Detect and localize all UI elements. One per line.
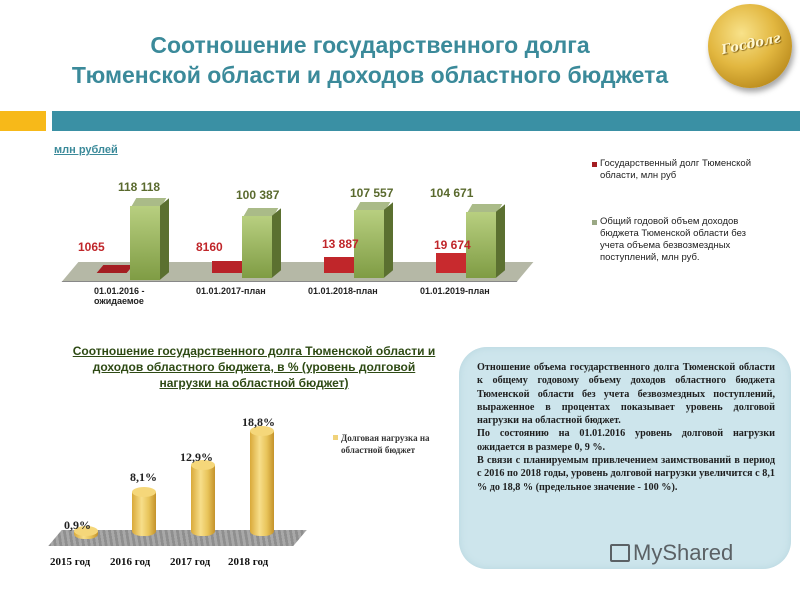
category-2018: 01.01.2018-план	[308, 286, 378, 296]
header-accent-orange	[0, 111, 46, 131]
explanation-box: Отношение объема государственного долга …	[459, 347, 791, 569]
category-2016-year: 2016 год	[110, 556, 151, 568]
category-2017-year: 2017 год	[170, 556, 211, 568]
category-2016: 01.01.2016 - ожидаемое	[94, 286, 145, 306]
cylinder-2015	[74, 526, 98, 539]
chart2-legend: Долговая нагрузка на областной бюджет	[333, 432, 443, 456]
debt-value-2016: 1065	[78, 240, 105, 254]
category-2019: 01.01.2019-план	[420, 286, 490, 296]
debt-income-chart: 1065 118 118 8160 100 387 13 887 107 557…	[60, 160, 534, 310]
category-2017: 01.01.2017-план	[196, 286, 266, 296]
cylinder-2018	[250, 426, 274, 536]
income-value-2017: 100 387	[236, 188, 280, 202]
myshared-logo-icon	[610, 544, 630, 562]
cylinder-2016	[132, 487, 156, 536]
pct-2016: 8,1%	[130, 470, 157, 484]
income-value-2018: 107 557	[350, 186, 394, 200]
legend-item-debt: Государственный долг Тюменской области, …	[592, 158, 772, 182]
pct-2017: 12,9%	[180, 450, 213, 464]
debt-value-2018: 13 887	[322, 237, 359, 251]
explanation-para-3: В связи с планируемым привлечением заимс…	[477, 455, 775, 493]
category-2018-year: 2018 год	[228, 556, 269, 568]
debt-value-2019: 19 674	[434, 238, 471, 252]
legend-swatch-red	[592, 162, 597, 167]
pct-2018: 18,8%	[242, 415, 275, 429]
explanation-text: Отношение объема государственного долга …	[477, 361, 775, 494]
debt-load-chart: 0,9% 8,1% 12,9% 18,8% 2015 год 2016 год …	[40, 400, 450, 580]
explanation-para-2: По состоянию на 01.01.2016 уровень долго…	[477, 428, 775, 453]
legend-item-income: Общий годовой объем доходов бюджета Тюме…	[592, 216, 772, 264]
units-label: млн рублей	[54, 144, 118, 156]
income-value-2019: 104 671	[430, 186, 474, 200]
title-line-2: Тюменской области и доходов областного б…	[71, 62, 669, 88]
header-accent-teal	[52, 111, 800, 131]
pct-2015: 0,9%	[64, 518, 91, 532]
page-title: Соотношение государственного долга Тюмен…	[20, 30, 720, 90]
category-2015-year: 2015 год	[50, 556, 91, 568]
gosdolg-coin-icon: Госдолг	[708, 4, 792, 88]
coin-label: Госдолг	[720, 30, 782, 59]
debt-load-chart-title: Соотношение государственного долга Тюмен…	[72, 344, 436, 390]
debt-value-2017: 8160	[196, 240, 223, 254]
explanation-para-1: Отношение объема государственного долга …	[477, 362, 775, 427]
legend-swatch-green	[592, 220, 597, 225]
cylinder-2017	[191, 460, 215, 536]
legend-swatch-gold	[333, 435, 338, 440]
myshared-watermark: MyShared	[610, 540, 733, 566]
title-line-1: Соотношение государственного долга	[150, 32, 590, 58]
income-value-2016: 118 118	[118, 180, 161, 194]
